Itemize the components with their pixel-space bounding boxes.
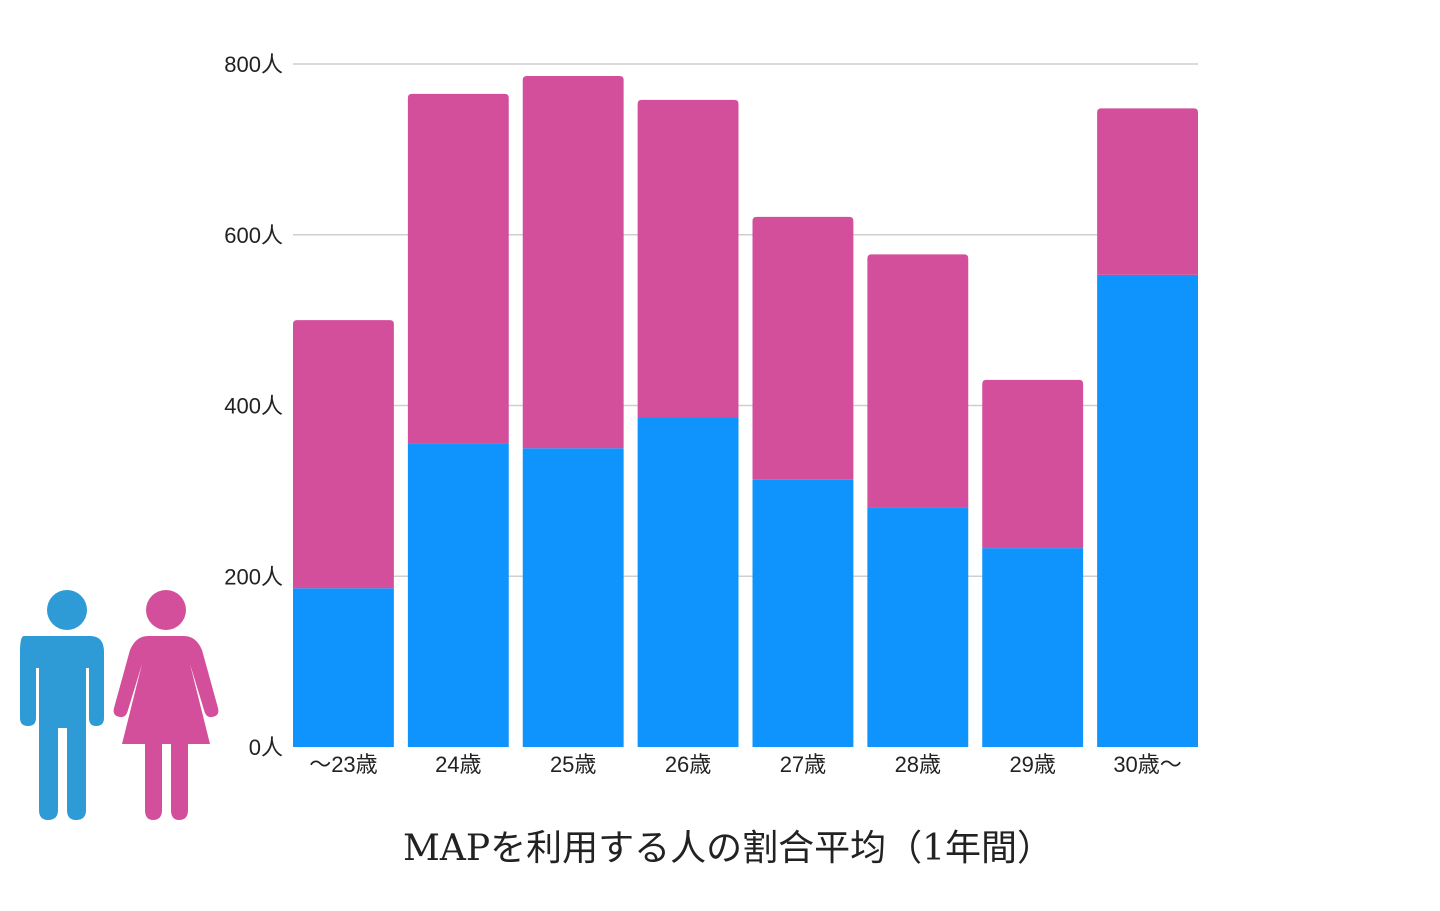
bar-segment-male — [522, 448, 624, 747]
bar-segment-male — [1097, 274, 1198, 747]
bar-segment-male — [982, 548, 1084, 747]
y-tick-label: 200人 — [224, 564, 283, 589]
bar-segment-male — [752, 479, 854, 747]
x-tick-label: 24歳 — [435, 752, 481, 777]
bar-segment-female — [1097, 108, 1198, 275]
female-person-icon — [113, 590, 219, 820]
x-tick-label: 26歳 — [665, 752, 711, 777]
chart-title: MAPを利用する人の割合平均（1年間） — [403, 828, 1053, 869]
bars — [293, 75, 1198, 747]
bar-segment-female — [522, 75, 624, 449]
x-tick-label: 30歳〜 — [1113, 752, 1181, 777]
x-tick-label: 27歳 — [780, 752, 826, 777]
x-tick-label: 29歳 — [1009, 752, 1055, 777]
bar-segment-female — [407, 93, 509, 444]
bar-segment-female — [752, 216, 854, 480]
y-tick-label: 800人 — [224, 52, 283, 77]
bar-segment-female — [637, 99, 739, 418]
bar-segment-male — [407, 443, 509, 747]
y-tick-label: 0人 — [249, 735, 283, 760]
y-tick-label: 400人 — [224, 394, 283, 419]
y-tick-label: 600人 — [224, 223, 283, 248]
bar-segment-female — [867, 254, 969, 508]
bar-segment-male — [637, 417, 739, 747]
x-tick-label: 〜23歳 — [309, 752, 377, 777]
x-axis-ticks: 〜23歳 24歳 25歳 26歳 27歳 28歳 29歳 30歳〜 — [309, 752, 1182, 777]
y-axis-ticks: 0人 200人 400人 600人 800人 — [224, 52, 283, 760]
bar-segment-male — [293, 588, 394, 747]
x-tick-label: 25歳 — [550, 752, 596, 777]
x-tick-label: 28歳 — [895, 752, 941, 777]
male-person-icon — [20, 590, 104, 820]
bar-segment-male — [867, 507, 969, 747]
bar-segment-female — [982, 379, 1084, 549]
bar-segment-female — [293, 320, 394, 589]
